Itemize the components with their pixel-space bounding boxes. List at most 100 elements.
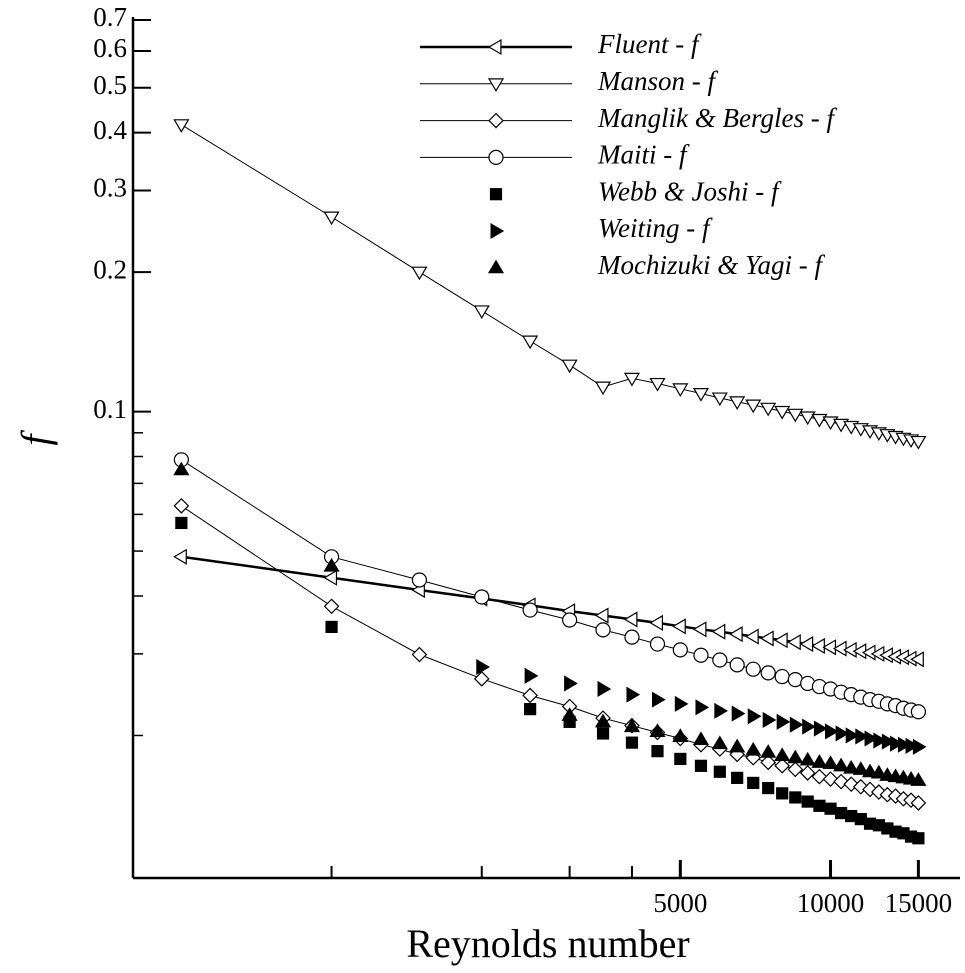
marker [323, 557, 340, 572]
series-line [181, 459, 919, 713]
marker [595, 622, 611, 638]
y-tick-label: 0.6 [93, 33, 127, 63]
marker [173, 119, 190, 133]
marker [731, 771, 744, 784]
marker [873, 732, 888, 749]
marker [822, 755, 839, 769]
marker [799, 636, 814, 653]
marker [824, 802, 837, 815]
marker [762, 711, 777, 729]
marker [864, 730, 879, 747]
marker [651, 691, 666, 708]
marker [745, 628, 759, 645]
marker [522, 602, 538, 618]
marker [411, 572, 428, 588]
marker [694, 759, 708, 772]
x-tick-label: 5000 [653, 888, 707, 918]
y-tick-label: 0.4 [93, 115, 127, 145]
marker [674, 695, 689, 712]
marker [811, 413, 828, 428]
marker [674, 752, 687, 766]
marker [747, 776, 760, 790]
marker [564, 675, 578, 692]
marker [774, 747, 791, 762]
marker [411, 646, 428, 663]
marker [822, 771, 839, 787]
marker [672, 728, 689, 742]
marker [801, 795, 814, 808]
marker [799, 765, 816, 781]
marker [890, 735, 904, 752]
y-tick-label: 0.2 [93, 254, 127, 284]
marker [594, 713, 612, 728]
marker [728, 626, 743, 643]
marker [833, 757, 850, 772]
marker [834, 806, 848, 820]
marker [473, 305, 490, 319]
legend-label: Manson - f [597, 66, 718, 96]
marker [649, 723, 666, 737]
marker [672, 383, 689, 397]
marker [649, 377, 666, 392]
legend-marker [487, 78, 505, 92]
marker [623, 372, 641, 387]
marker [714, 702, 729, 719]
marker [693, 647, 709, 663]
marker [881, 733, 896, 750]
marker [912, 832, 925, 845]
marker [649, 614, 663, 631]
marker [729, 396, 746, 410]
legend-label: Webb & Joshi - f [598, 176, 782, 206]
marker [910, 651, 924, 668]
marker [522, 687, 538, 704]
marker [524, 703, 537, 716]
marker [789, 716, 804, 733]
legend-label: Maiti - f [597, 140, 690, 170]
marker [822, 639, 837, 656]
y-tick-label: 0.5 [93, 70, 127, 100]
x-tick-label: 15000 [885, 888, 953, 918]
marker [711, 735, 728, 750]
y-tick-label: 0.7 [93, 2, 127, 32]
marker [173, 548, 187, 565]
legend-marker [488, 149, 504, 165]
marker [524, 667, 539, 684]
marker [774, 757, 791, 774]
legend-label: Weiting - f [598, 213, 713, 243]
marker [760, 402, 777, 417]
legend-marker [490, 222, 505, 240]
marker [626, 686, 641, 703]
marker [813, 799, 826, 812]
marker [759, 630, 774, 647]
marker [855, 728, 869, 745]
marker [787, 408, 804, 423]
marker [651, 745, 664, 758]
series-line [181, 124, 919, 442]
marker [910, 704, 926, 720]
marker [323, 569, 338, 586]
marker [692, 388, 710, 402]
marker [561, 707, 578, 721]
marker [597, 680, 612, 698]
marker [897, 736, 912, 753]
marker [745, 661, 761, 677]
marker [474, 589, 490, 605]
marker [623, 718, 641, 733]
legend-label: Fluent - f [597, 29, 702, 59]
marker [811, 768, 828, 785]
marker [799, 411, 816, 426]
marker [905, 737, 920, 754]
marker [323, 211, 340, 226]
marker [713, 765, 726, 778]
marker [411, 266, 428, 281]
marker [695, 699, 710, 716]
marker [843, 759, 860, 774]
marker [625, 736, 639, 749]
marker [711, 623, 726, 640]
marker [173, 461, 190, 476]
marker [845, 727, 860, 744]
marker [476, 658, 490, 676]
marker [672, 618, 686, 635]
marker [649, 636, 666, 652]
